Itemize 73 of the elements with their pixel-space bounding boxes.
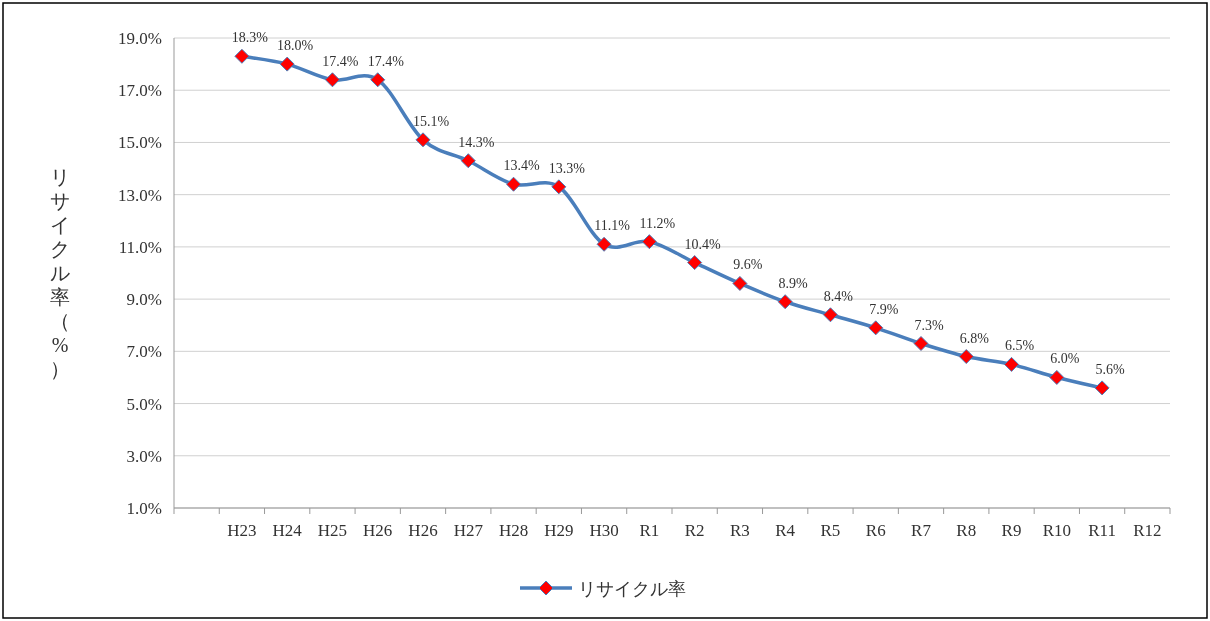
data-label: 6.0% xyxy=(1050,351,1080,367)
x-tick-label: H26 xyxy=(363,521,393,540)
y-tick-label: 9.0% xyxy=(126,290,162,310)
x-tick-label: H24 xyxy=(272,521,303,540)
x-tick-label: R7 xyxy=(911,521,932,540)
point xyxy=(460,153,476,169)
x-tick-label: R6 xyxy=(865,521,886,540)
x-tick-label: H29 xyxy=(544,521,574,540)
x-tick-label: R2 xyxy=(684,521,705,540)
y-tick-label: 5.0% xyxy=(126,394,162,414)
data-label: 18.0% xyxy=(277,38,314,54)
data-label: 18.3% xyxy=(231,30,269,46)
y-tick-label: 7.0% xyxy=(126,342,162,362)
x-tick-label: R12 xyxy=(1133,521,1162,540)
data-label: 10.4% xyxy=(684,236,722,252)
x-tick-label: R5 xyxy=(820,521,841,540)
x-tick-label: H25 xyxy=(317,521,348,540)
point xyxy=(415,132,431,148)
x-tick-label: H23 xyxy=(227,521,257,540)
data-label: 7.9% xyxy=(869,301,899,317)
point xyxy=(1094,380,1110,396)
data-label: 14.3% xyxy=(458,134,495,150)
data-label: 7.3% xyxy=(914,317,944,333)
data-label: 5.6% xyxy=(1095,361,1126,377)
x-tick-label: R9 xyxy=(1001,521,1022,540)
y-tick-label: 11.0% xyxy=(118,237,162,257)
x-tick-label: R8 xyxy=(956,521,977,540)
data-label: 8.4% xyxy=(823,288,854,304)
point xyxy=(324,72,340,88)
data-label: 13.4% xyxy=(503,158,540,174)
point xyxy=(370,72,386,88)
data-label: 15.1% xyxy=(412,113,450,129)
point xyxy=(279,56,295,72)
legend-label: リサイクル率 xyxy=(578,579,686,599)
point xyxy=(1049,369,1065,385)
data-label: 17.4% xyxy=(322,53,359,69)
point xyxy=(913,336,929,351)
point xyxy=(1004,356,1020,372)
point xyxy=(596,236,612,252)
point xyxy=(234,48,250,64)
x-tick-label: H28 xyxy=(498,521,529,540)
x-tick-label: R11 xyxy=(1088,521,1116,540)
point xyxy=(777,294,793,310)
point xyxy=(641,234,657,250)
y-tick-label: 13.0% xyxy=(118,185,162,205)
text: リサイクル率（%） xyxy=(50,166,70,380)
data-label: 11.2% xyxy=(639,215,676,231)
data-label: 8.9% xyxy=(778,275,809,291)
y-tick-label: 19.0% xyxy=(118,29,162,48)
data-label: 11.1% xyxy=(594,218,631,234)
point xyxy=(506,176,522,192)
y-tick-label: 17.0% xyxy=(118,81,162,101)
point xyxy=(958,349,974,365)
data-label: 6.8% xyxy=(959,330,990,346)
x-tick-label: R10 xyxy=(1042,521,1071,540)
data-label: 9.6% xyxy=(733,257,763,273)
x-tick-label: H27 xyxy=(453,521,484,540)
y-tick-label: 1.0% xyxy=(126,499,162,518)
x-tick-label: H26 xyxy=(408,521,438,540)
data-label: 13.3% xyxy=(548,160,586,176)
data-label: 17.4% xyxy=(367,53,405,69)
x-tick-label: H30 xyxy=(589,521,619,540)
point xyxy=(868,320,884,336)
data-label: 6.5% xyxy=(1004,338,1035,354)
point xyxy=(687,255,703,271)
y-tick-label: 15.0% xyxy=(118,133,162,153)
x-tick-label: R3 xyxy=(729,521,750,540)
point xyxy=(822,307,838,323)
point xyxy=(732,275,748,291)
point xyxy=(551,179,567,195)
x-tick-label: R4 xyxy=(775,521,796,540)
x-tick-label: R1 xyxy=(639,521,660,540)
y-tick-label: 3.0% xyxy=(126,446,162,466)
